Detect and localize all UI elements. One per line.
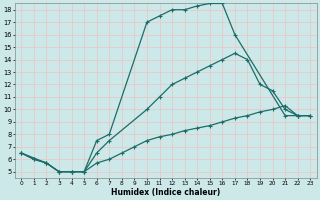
X-axis label: Humidex (Indice chaleur): Humidex (Indice chaleur) (111, 188, 220, 197)
